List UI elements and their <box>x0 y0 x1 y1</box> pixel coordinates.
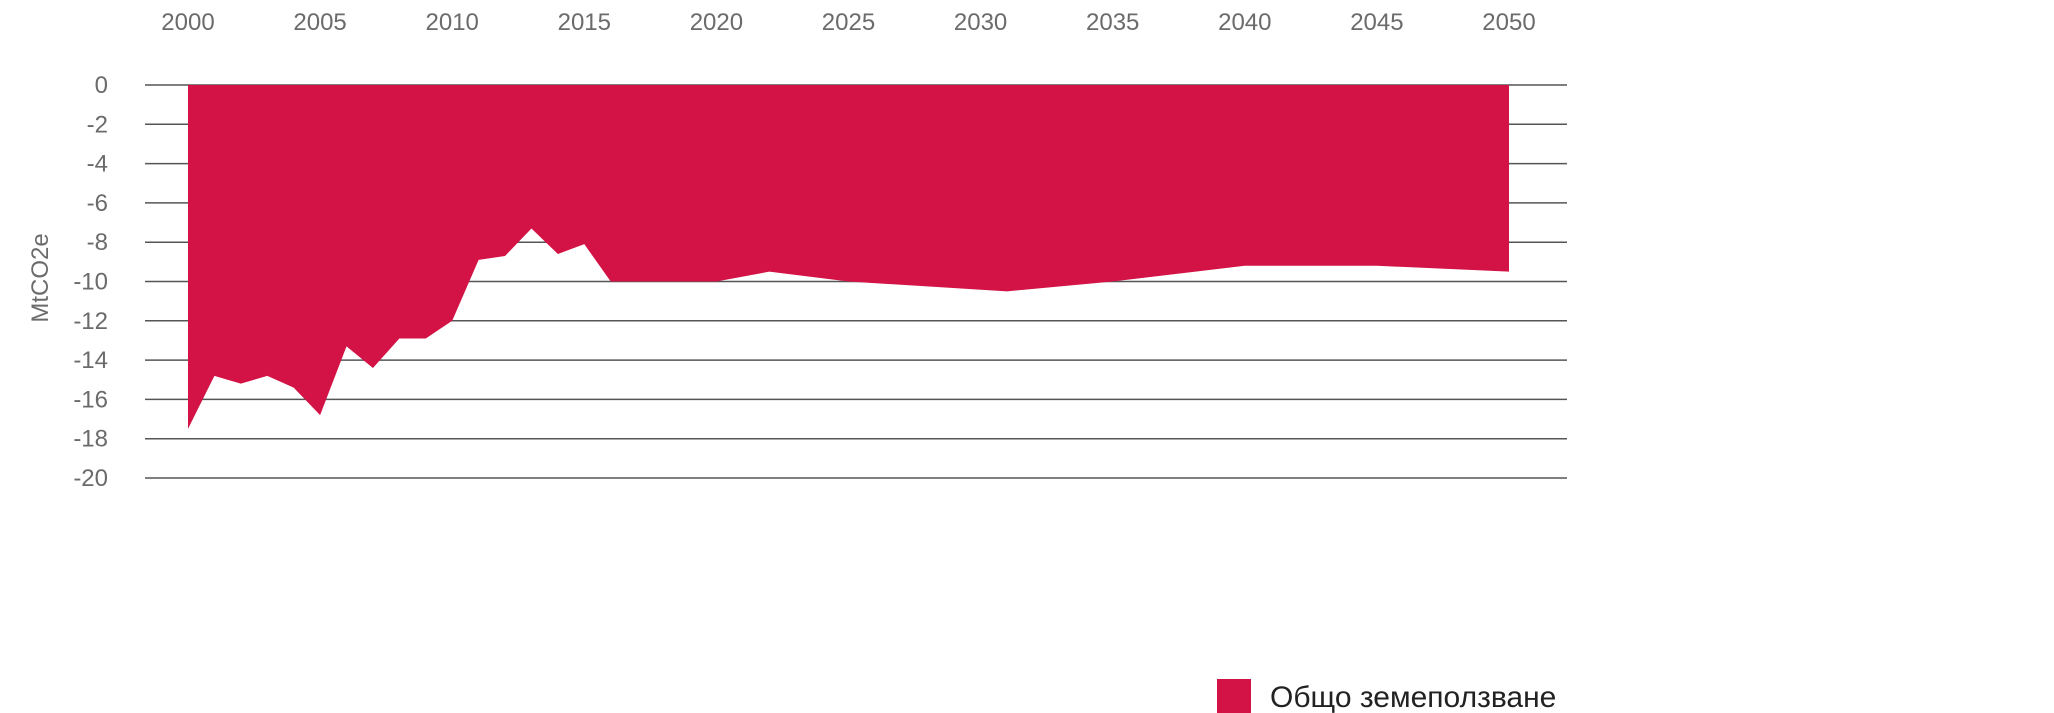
y-tick-label: -10 <box>73 269 108 296</box>
x-tick-label: 2045 <box>1350 9 1403 36</box>
y-tick-label: 0 <box>95 72 108 99</box>
legend-label: Общо земеползване <box>1270 681 1556 713</box>
y-axis-title: MtCO2e <box>27 233 54 322</box>
y-tick-label: -16 <box>73 386 108 413</box>
x-tick-label: 2035 <box>1086 9 1139 36</box>
y-tick-label: -14 <box>73 347 108 374</box>
y-axis-ticks: 0 -2 -4 -6 -8 -10 -12 -14 -16 -18 -20 <box>73 72 108 492</box>
x-tick-label: 2010 <box>426 9 479 36</box>
x-tick-label: 2040 <box>1218 9 1271 36</box>
legend: Общо земеползване <box>1217 679 1556 713</box>
x-axis-ticks: 2000 2005 2010 2015 2020 2025 2030 2035 2040 2045… <box>161 9 1535 36</box>
y-tick-label: -12 <box>73 308 108 335</box>
y-tick-label: -2 <box>87 111 108 138</box>
y-tick-label: -18 <box>73 426 108 453</box>
y-tick-label: -8 <box>87 229 108 256</box>
y-tick-label: -4 <box>87 151 108 178</box>
legend-swatch <box>1217 679 1251 713</box>
x-tick-label: 2030 <box>954 9 1007 36</box>
x-tick-label: 2025 <box>822 9 875 36</box>
series-area <box>188 85 1509 429</box>
area-layer <box>188 85 1509 429</box>
y-tick-label: -20 <box>73 465 108 492</box>
x-tick-label: 2005 <box>293 9 346 36</box>
x-tick-label: 2050 <box>1482 9 1535 36</box>
y-tick-label: -6 <box>87 190 108 217</box>
x-tick-label: 2000 <box>161 9 214 36</box>
x-tick-label: 2015 <box>558 9 611 36</box>
x-tick-label: 2020 <box>690 9 743 36</box>
